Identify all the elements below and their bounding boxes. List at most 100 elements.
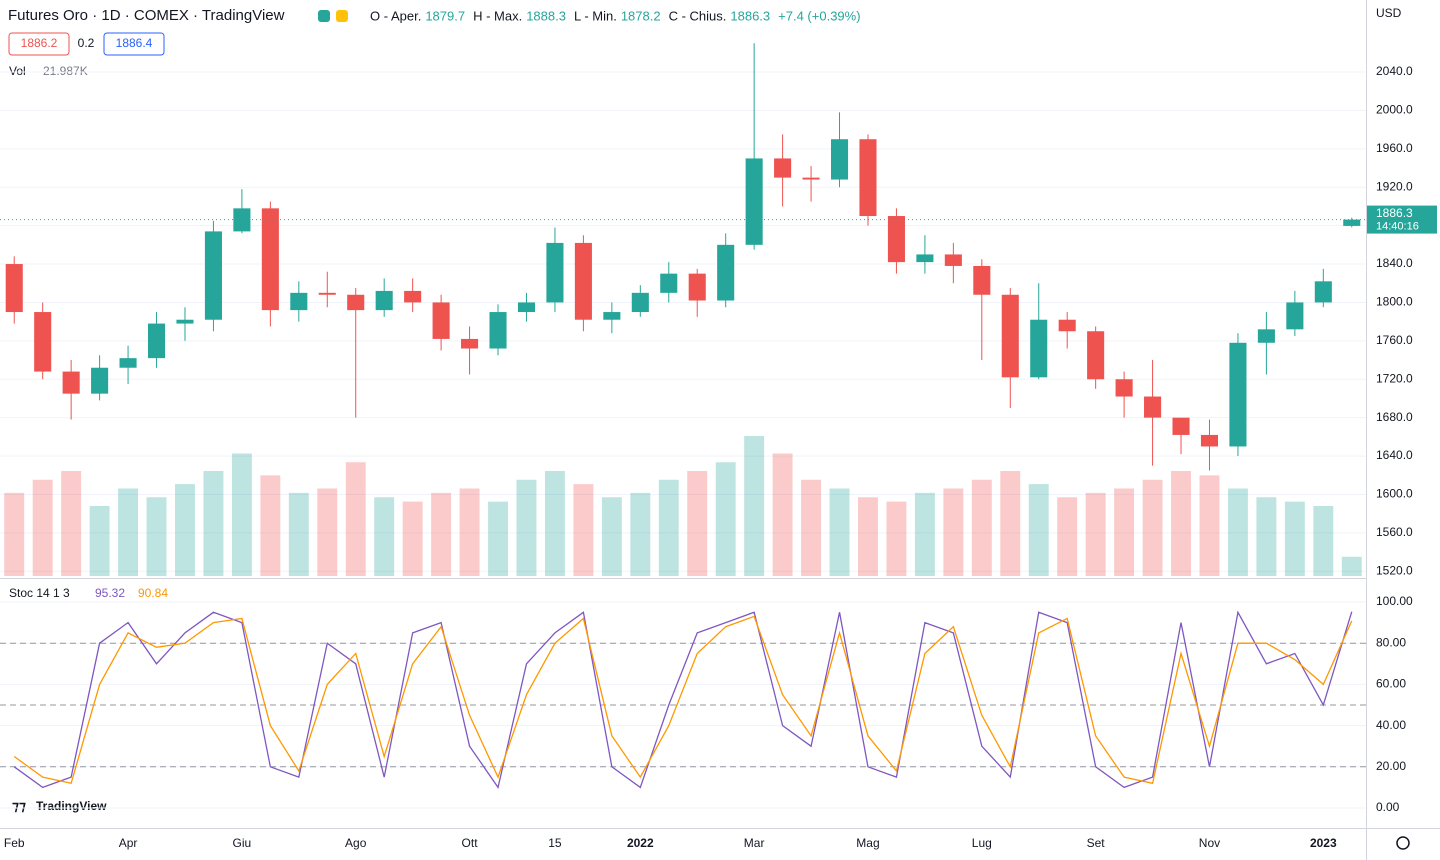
- volume-label: Vol: [9, 64, 26, 78]
- volume-bar: [1171, 471, 1191, 576]
- x-tick-label: Ago: [345, 836, 367, 850]
- volume-bar: [1114, 488, 1135, 576]
- volume-bar: [431, 492, 452, 576]
- x-tick-label: Mar: [744, 836, 765, 850]
- candle-body: [745, 158, 763, 245]
- volume-bar: [772, 453, 793, 576]
- candle-body: [119, 358, 137, 368]
- x-tick-label: 2022: [627, 836, 654, 850]
- ohlc-change: +7.4 (+0.39%): [778, 8, 860, 23]
- candle-body: [91, 367, 109, 394]
- volume-bar: [1341, 556, 1362, 576]
- brand: TradingView: [36, 799, 107, 813]
- status-icon: [336, 10, 348, 22]
- candle-body: [375, 290, 393, 311]
- ohlc-label: L - Min.: [574, 8, 617, 23]
- candle-body: [859, 139, 877, 217]
- candle-body: [1229, 342, 1247, 447]
- currency[interactable]: USD: [1376, 6, 1402, 20]
- y-tick-label: 80.00: [1376, 635, 1406, 649]
- candle-body: [233, 208, 251, 232]
- volume-bar: [516, 479, 537, 576]
- x-tick-label: Ott: [462, 836, 479, 850]
- volume-bar: [1085, 492, 1106, 576]
- candle-body: [204, 231, 222, 320]
- candle-body: [944, 254, 962, 266]
- candle-body: [973, 265, 991, 295]
- bid[interactable]: 1886.2: [21, 36, 58, 50]
- volume-bar: [488, 501, 508, 576]
- candle-body: [318, 292, 336, 295]
- candle-body: [717, 244, 735, 301]
- volume-bar: [687, 471, 708, 576]
- candle-body: [688, 273, 706, 301]
- volume-bar: [715, 462, 736, 576]
- candle-body: [461, 338, 479, 349]
- volume-bar: [231, 453, 252, 576]
- y-tick-label: 40.00: [1376, 718, 1406, 732]
- candle-body: [261, 208, 279, 311]
- x-tick-label: Lug: [972, 836, 992, 850]
- volume-bar: [544, 471, 565, 576]
- candle-body: [34, 312, 52, 372]
- volume-bar: [459, 488, 480, 576]
- candle-body: [802, 177, 820, 180]
- stoch-d-value: 90.84: [138, 586, 168, 600]
- ohlc-legend: O - Aper. 1879.7 H - Max. 1888.3 L - Min. 187…: [370, 8, 861, 23]
- y-tick-label: 60.00: [1376, 677, 1406, 691]
- y-tick-label: 1920.0: [1376, 179, 1413, 193]
- candle-body: [489, 312, 507, 349]
- volume-bar: [32, 479, 53, 576]
- candle-body: [1058, 319, 1076, 332]
- volume-bar: [1227, 488, 1248, 576]
- x-tick-label: 15: [548, 836, 562, 850]
- volume-bar: [914, 492, 935, 576]
- volume-bar: [374, 497, 395, 576]
- volume-bar: [971, 479, 992, 576]
- y-tick-label: 2040.0: [1376, 64, 1413, 78]
- candle-body: [1001, 294, 1019, 378]
- y-tick-label: 1680.0: [1376, 410, 1413, 424]
- ohlc-label: C - Chius.: [669, 8, 727, 23]
- x-tick-label: Set: [1087, 836, 1106, 850]
- stoch-line: [13, 610, 1353, 789]
- candle-body: [1257, 329, 1275, 343]
- stoch-k-value: 95.32: [95, 586, 125, 600]
- status-icon: [318, 10, 330, 22]
- chart-title: Futures Oro · 1D · COMEX · TradingView: [8, 7, 285, 24]
- volume-bar: [658, 479, 679, 576]
- volume-bar: [1028, 484, 1049, 576]
- candle-body: [1030, 319, 1048, 378]
- volume-bar: [4, 492, 25, 576]
- y-tick-label: 1600.0: [1376, 487, 1413, 501]
- volume-bar: [61, 471, 82, 576]
- ask-box[interactable]: [103, 32, 165, 56]
- volume-bar: [260, 475, 281, 576]
- countdown: 14:40:16: [1376, 220, 1419, 232]
- candle-body: [631, 292, 649, 313]
- volume-bar: [118, 488, 139, 576]
- volume-bar: [744, 436, 765, 576]
- candle-body: [432, 302, 450, 339]
- volume-bar: [317, 488, 338, 576]
- candle-body: [1172, 417, 1190, 435]
- volume-bar: [801, 479, 822, 576]
- y-tick-label: 0.00: [1376, 800, 1400, 814]
- candle-body: [1314, 281, 1332, 303]
- y-tick-label: 1800.0: [1376, 295, 1413, 309]
- ohlc-label: H - Max.: [473, 8, 522, 23]
- volume-bar: [1256, 497, 1277, 576]
- candle-body: [147, 323, 166, 359]
- volume-bar: [175, 484, 195, 576]
- candle-body: [546, 242, 564, 303]
- y-tick-label: 1720.0: [1376, 371, 1413, 385]
- spread: 0.2: [78, 36, 95, 50]
- bid-box[interactable]: [8, 32, 70, 56]
- y-tick-label: 100.00: [1376, 594, 1413, 608]
- volume-bar: [402, 501, 423, 576]
- candle-body: [1115, 379, 1133, 397]
- ask[interactable]: 1886.4: [116, 36, 153, 50]
- settings-icon[interactable]: [1396, 836, 1410, 850]
- candle-body: [1200, 434, 1219, 447]
